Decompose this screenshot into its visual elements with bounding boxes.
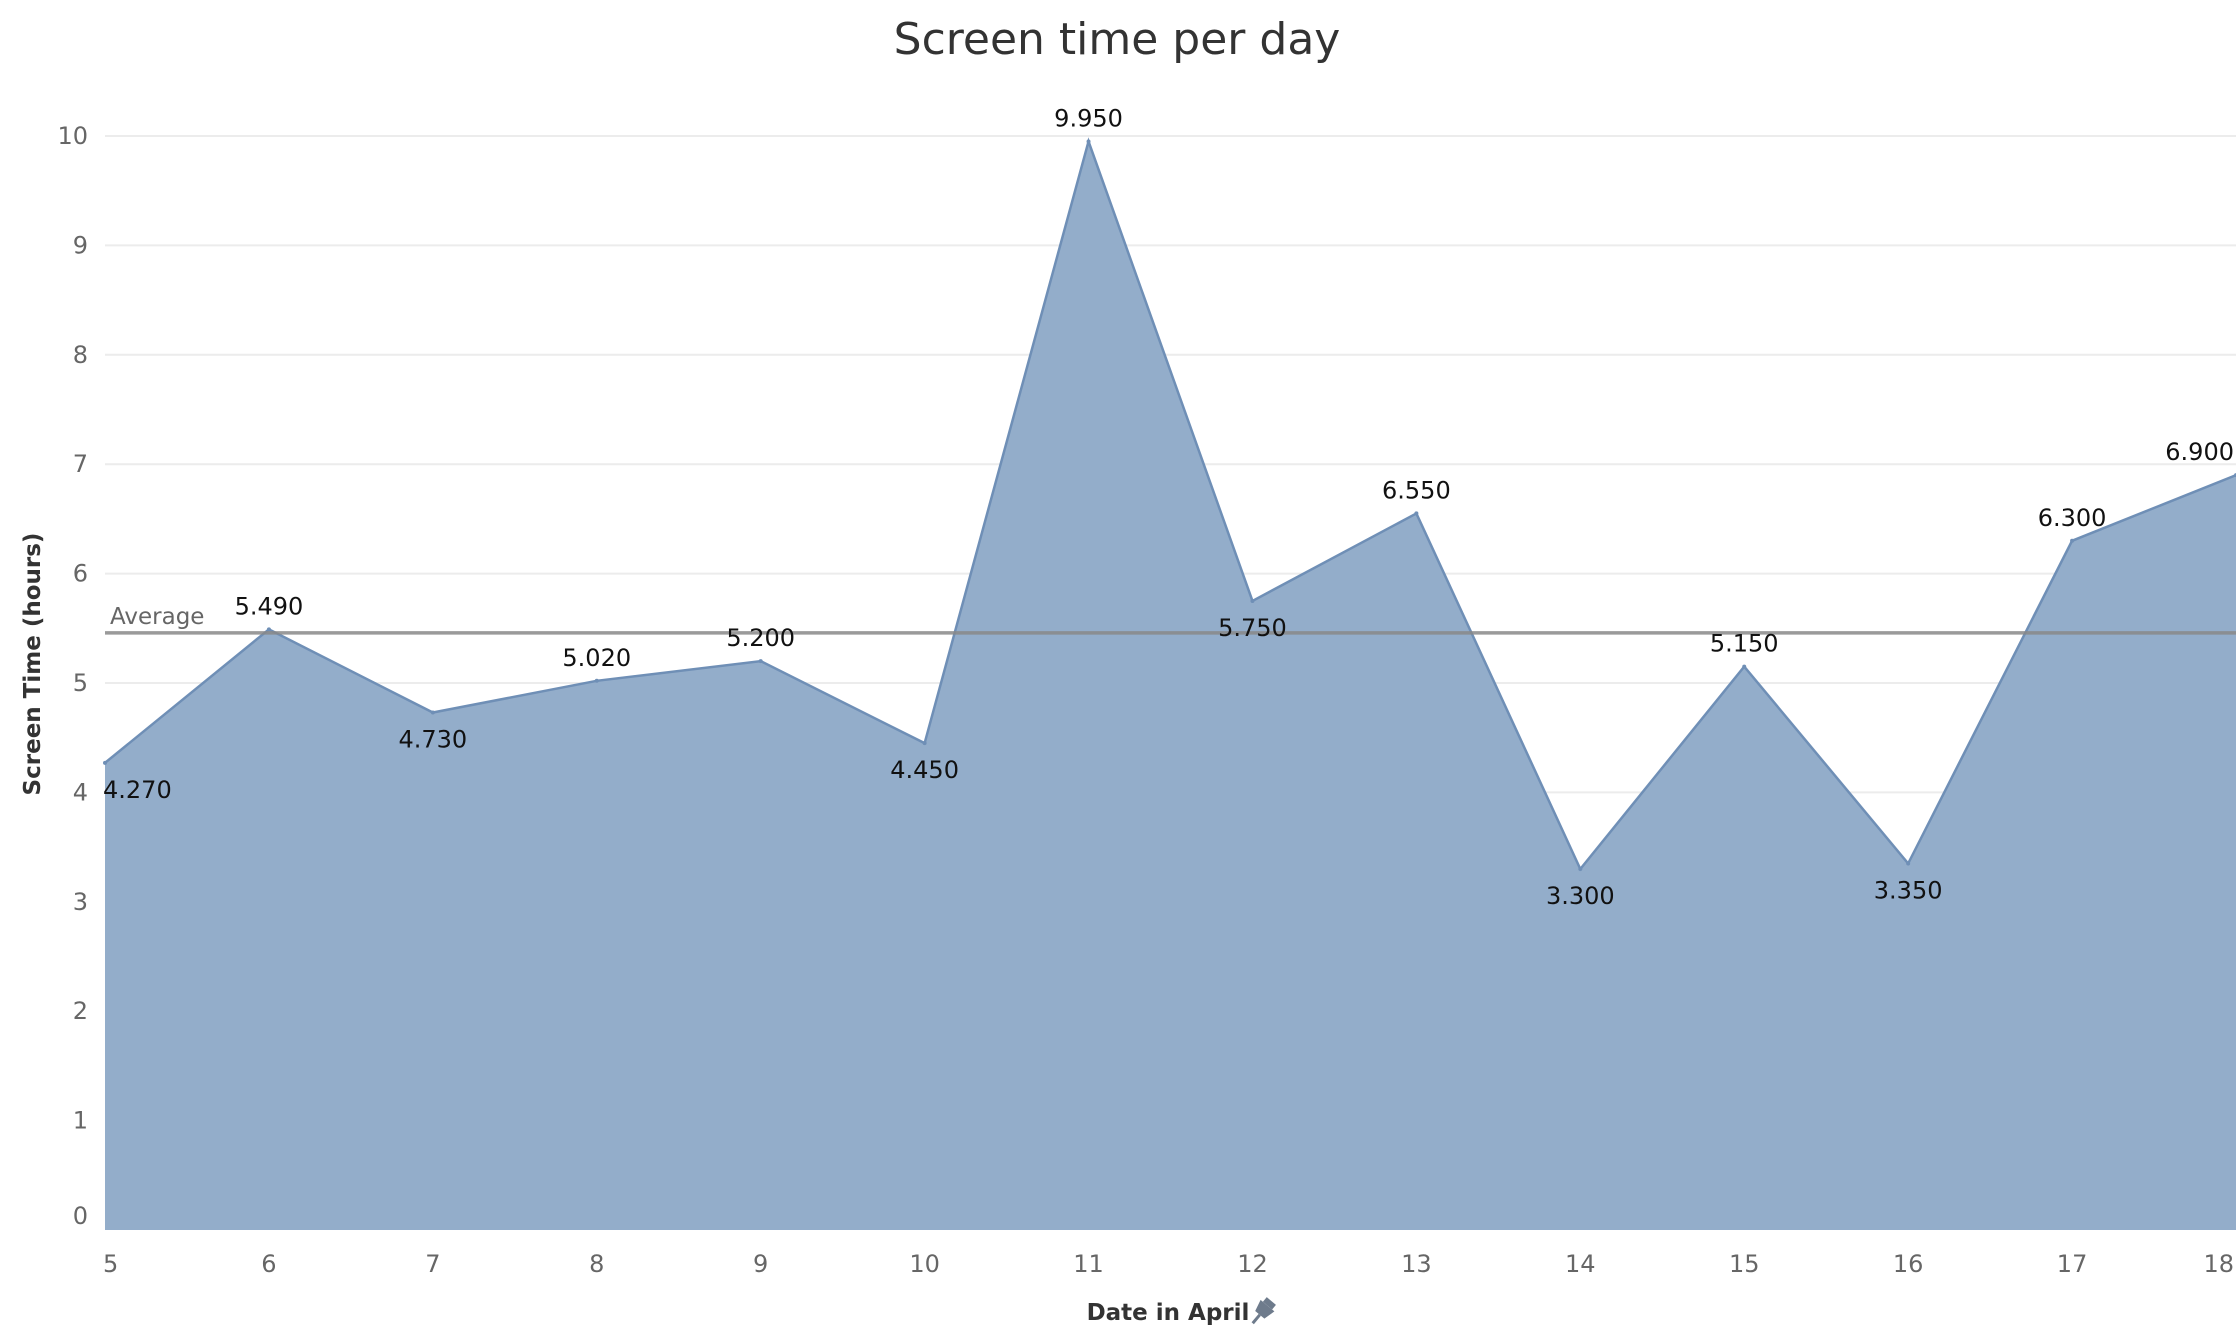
- average-reference-line: Average: [105, 604, 2236, 635]
- area-series: [103, 137, 2236, 1231]
- data-point[interactable]: [1414, 511, 1419, 516]
- x-tick-label: 17: [2057, 1250, 2088, 1278]
- data-label: 6.900: [2165, 438, 2234, 466]
- y-axis-label: Screen Time (hours): [20, 533, 46, 796]
- data-label: 5.020: [562, 644, 631, 672]
- x-tick-label: 14: [1565, 1250, 1596, 1278]
- y-tick-label: 3: [73, 888, 88, 916]
- data-point[interactable]: [1906, 861, 1911, 866]
- area-fill: [105, 141, 2236, 1231]
- y-tick-label: 9: [73, 231, 88, 259]
- data-label: 9.950: [1054, 104, 1123, 132]
- y-tick-label: 8: [73, 341, 88, 369]
- data-point[interactable]: [266, 627, 271, 632]
- data-label: 5.490: [235, 592, 304, 620]
- data-point[interactable]: [2070, 538, 2075, 543]
- x-tick-label: 18: [2203, 1250, 2234, 1278]
- area-line: [104, 137, 2236, 872]
- x-axis-label: Date in April: [1087, 1300, 1250, 1326]
- data-point[interactable]: [594, 678, 599, 683]
- x-tick-label: 5: [103, 1250, 118, 1278]
- y-tick-label: 4: [73, 778, 88, 806]
- data-label: 5.750: [1218, 614, 1287, 642]
- y-tick-label: 0: [73, 1202, 88, 1230]
- data-label: 4.450: [890, 756, 959, 784]
- y-tick-label: 2: [73, 997, 88, 1025]
- data-point[interactable]: [1086, 139, 1091, 144]
- average-label: Average: [110, 604, 204, 630]
- x-tick-label: 11: [1073, 1250, 1104, 1278]
- y-tick-label: 10: [57, 122, 88, 150]
- y-tick-label: 5: [73, 669, 88, 697]
- data-label: 5.150: [1710, 630, 1779, 658]
- data-label: 3.300: [1546, 882, 1615, 910]
- x-tick-label: 6: [261, 1250, 276, 1278]
- data-point[interactable]: [430, 710, 435, 715]
- data-label: 4.270: [103, 776, 172, 804]
- x-tick-label: 8: [589, 1250, 604, 1278]
- data-point[interactable]: [1742, 664, 1747, 669]
- data-label: 6.550: [1382, 476, 1451, 504]
- x-tick-label: 15: [1729, 1250, 1760, 1278]
- data-labels: 4.270 5.490 4.730 5.020 5.200 4.450 9.950 5.750…: [103, 104, 2234, 910]
- data-label: 5.200: [726, 624, 795, 652]
- y-tick-label: 7: [73, 450, 88, 478]
- x-tick-label: 7: [425, 1250, 440, 1278]
- y-tick-label: 1: [73, 1107, 88, 1135]
- y-tick-label: 6: [73, 560, 88, 588]
- x-tick-label: 13: [1401, 1250, 1432, 1278]
- pin-icon[interactable]: [1246, 1295, 1278, 1329]
- x-tick-label: 9: [753, 1250, 768, 1278]
- data-point[interactable]: [758, 659, 763, 664]
- chart-title: Screen time per day: [894, 14, 1341, 65]
- data-point[interactable]: [922, 741, 927, 746]
- data-label: 4.730: [398, 726, 467, 754]
- data-point[interactable]: [1578, 866, 1583, 871]
- x-tick-label: 16: [1893, 1250, 1924, 1278]
- x-tick-label: 12: [1237, 1250, 1268, 1278]
- x-tick-label: 10: [909, 1250, 940, 1278]
- data-point[interactable]: [1250, 598, 1255, 603]
- data-point[interactable]: [103, 760, 107, 765]
- data-label: 3.350: [1874, 877, 1943, 905]
- y-axis-ticks: 0 1 2 3 4 5 6 7 8 9 10: [57, 122, 88, 1230]
- data-label: 6.300: [2038, 504, 2107, 532]
- x-axis-ticks: 5 6 7 8 9 10 11 12 13 14 15 16 17 18: [103, 1250, 2234, 1278]
